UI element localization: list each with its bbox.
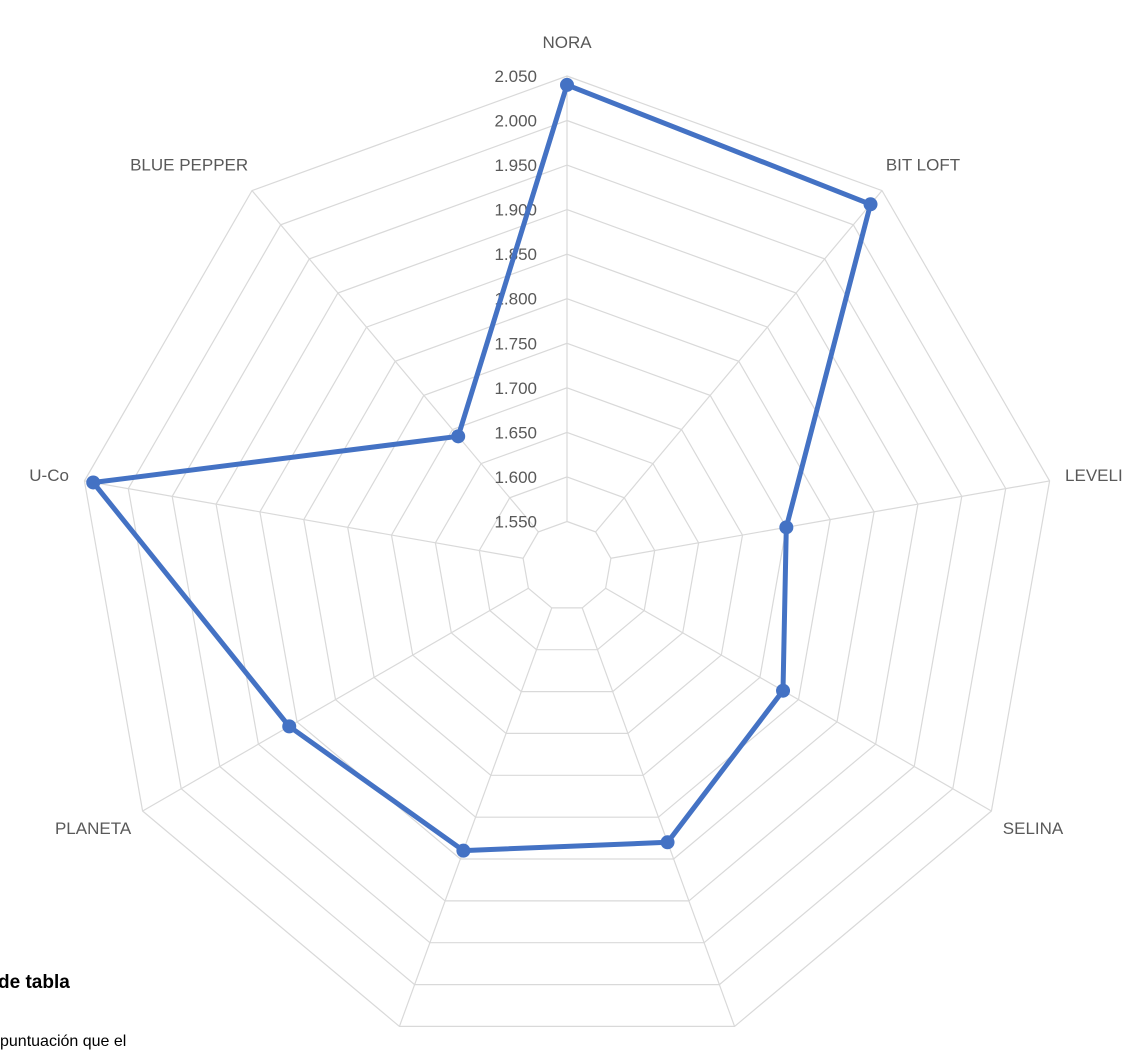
grid-ring-0 — [522, 520, 612, 609]
tick-label: 1.650 — [494, 423, 537, 442]
data-point — [282, 719, 297, 734]
category-label: LEVELI — [1065, 466, 1123, 485]
spoke-3 — [605, 587, 992, 812]
data-point — [86, 475, 101, 490]
tick-label: 1.700 — [494, 379, 537, 398]
spoke-2 — [610, 480, 1050, 559]
spoke-7 — [84, 480, 524, 559]
spoke-4 — [581, 607, 736, 1027]
radar-series — [86, 77, 878, 858]
category-label: PLANETA — [55, 819, 132, 838]
grid-ring-8 — [171, 164, 963, 944]
grid-ring-5 — [303, 298, 831, 818]
grid-ring-9 — [127, 119, 1007, 986]
tick-label: 2.050 — [494, 67, 537, 86]
category-label: BIT LOFT — [886, 156, 960, 175]
grid-ring-2 — [434, 431, 700, 693]
grid-ring-10 — [83, 75, 1051, 1028]
grid-ring-6 — [259, 253, 875, 860]
tick-label: 2.000 — [494, 112, 537, 131]
data-point — [779, 520, 794, 535]
data-point — [863, 197, 878, 212]
spoke-1 — [595, 190, 883, 533]
grid-ring-1 — [478, 476, 656, 651]
data-point — [776, 683, 791, 698]
data-point — [560, 77, 574, 92]
spoke-6 — [142, 587, 529, 812]
section-heading-fragment: de tabla — [0, 972, 70, 993]
series-line — [90, 82, 873, 854]
category-label: NORA — [542, 33, 592, 52]
tick-label: 1.550 — [494, 512, 537, 531]
data-point — [451, 429, 466, 444]
radar-spokes — [84, 76, 1050, 1027]
tick-label: 1.750 — [494, 334, 537, 353]
tick-label: 1.950 — [494, 156, 537, 175]
data-point — [456, 843, 471, 858]
spoke-5 — [398, 607, 553, 1027]
paragraph-fragment: puntuación que el — [0, 1033, 127, 1050]
data-point — [660, 835, 675, 850]
category-label: BLUE PEPPER — [130, 156, 248, 175]
radar-grid — [83, 75, 1051, 1028]
grid-ring-7 — [215, 208, 919, 902]
grid-ring-4 — [347, 342, 787, 776]
tick-label: 1.800 — [494, 290, 537, 309]
grid-ring-3 — [390, 387, 744, 735]
spoke-8 — [251, 190, 539, 533]
category-label: U-Co — [29, 466, 69, 485]
category-label: SELINA — [1003, 819, 1064, 838]
tick-label: 1.600 — [494, 468, 537, 487]
